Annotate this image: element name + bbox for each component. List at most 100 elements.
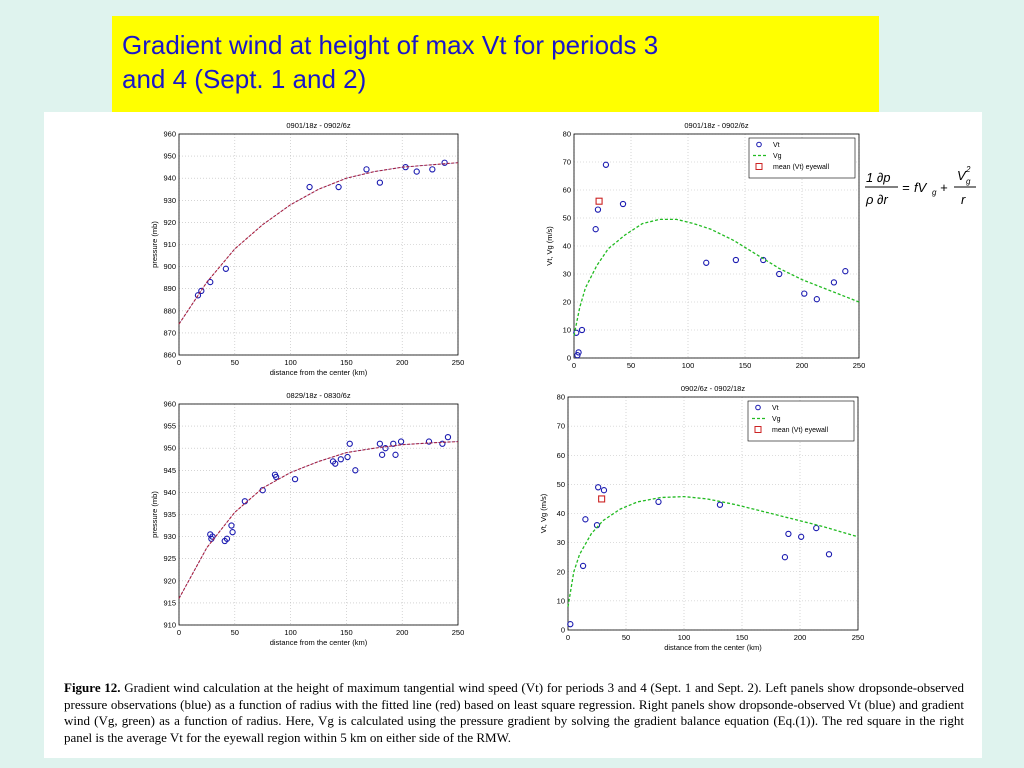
- chart2-title: 0901/18z - 0902/6z: [684, 121, 748, 130]
- chart3-xtick-label-3: 150: [340, 628, 353, 637]
- chart3-point-25: [439, 440, 446, 447]
- chart4-point-12: [825, 551, 833, 558]
- chart1-fit-line: [178, 162, 459, 325]
- chart3-ytick-label-4: 930: [163, 532, 176, 541]
- eq-r: r: [961, 192, 966, 207]
- chart2-ytick-label-7: 70: [563, 158, 571, 167]
- chart1-point-6: [363, 166, 370, 173]
- chart1-point-7: [376, 179, 384, 186]
- chart1-fit-line-shadow: [178, 162, 459, 325]
- chart4-ytick-label-7: 70: [557, 422, 565, 431]
- chart1-ytick-label-7: 930: [163, 196, 176, 205]
- chart4-xtick-label-2: 100: [678, 633, 691, 642]
- chart4-eyewall-square-0: [598, 495, 606, 503]
- chart3-point-13: [332, 460, 339, 467]
- chart3-point-15: [344, 453, 351, 461]
- chart1-ytick-label-1: 870: [163, 328, 176, 337]
- chart1-point-3: [222, 265, 230, 272]
- chart1-xtick-label-4: 200: [396, 358, 409, 367]
- chart4-xtick-label-3: 150: [736, 633, 749, 642]
- chart2-ytick-label-0: 0: [567, 354, 571, 363]
- chart1-point-2: [207, 278, 214, 286]
- chart2-xtick-label-0: 0: [572, 361, 576, 370]
- chart2-point-8: [703, 259, 710, 266]
- chart3-xlabel: distance from the center (km): [270, 638, 368, 647]
- chart3-ytick-label-8: 950: [163, 444, 176, 453]
- chart2-ytick-label-1: 10: [563, 326, 571, 335]
- chart3-ytick-label-6: 940: [163, 488, 176, 497]
- caption-text: Gradient wind calculation at the height …: [64, 680, 965, 745]
- chart4-xtick-label-1: 50: [622, 633, 630, 642]
- chart4-ytick-label-1: 10: [557, 596, 565, 605]
- chart4-point-10: [798, 533, 805, 540]
- chart1-point-1: [198, 287, 205, 295]
- chart3-point-21: [390, 440, 397, 447]
- chart1-xtick-label-0: 0: [177, 358, 181, 367]
- chart2-point-12: [801, 290, 808, 297]
- chart4-legend-marker-0: [755, 404, 761, 411]
- chart2-legend-marker-2: [755, 163, 763, 170]
- chart1-point-10: [429, 166, 436, 173]
- chart2-point-3: [574, 352, 581, 359]
- eq-v2: V: [957, 168, 967, 183]
- chart2-point-14: [830, 279, 838, 286]
- chart2-legend-label-1: Vg: [773, 153, 782, 160]
- slide-title-line-2: and 4 (Sept. 1 and 2): [122, 64, 367, 94]
- chart2-ytick-label-3: 30: [563, 270, 571, 279]
- eq-equals: =: [902, 180, 910, 195]
- chart3-fit-line-shadow: [178, 441, 459, 599]
- chart4-xtick-label-5: 250: [852, 633, 865, 642]
- chart4-title: 0902/6z - 0902/18z: [681, 384, 745, 393]
- chart3-point-26: [444, 433, 452, 441]
- chart4-point-8: [781, 554, 789, 561]
- chart4-legend-label-1: Vg: [772, 416, 781, 423]
- chart3-point-23: [397, 438, 405, 445]
- chart2-legend-label-2: mean (Vt) eyewall: [773, 164, 829, 171]
- slide-title-box: Gradient wind at height of max Vt for pe…: [112, 16, 879, 112]
- chart2-eyewall-square-0: [595, 197, 603, 205]
- chart3-ytick-label-10: 960: [163, 400, 176, 409]
- chart2-point-9: [732, 256, 740, 264]
- eq-fv: fV: [914, 180, 928, 195]
- chart2-xtick-label-1: 50: [627, 361, 635, 370]
- chart4-ytick-label-5: 50: [557, 480, 565, 489]
- chart3-xtick-label-5: 250: [452, 628, 465, 637]
- chart3-point-10: [272, 473, 280, 481]
- chart4-ytick-label-8: 80: [557, 393, 565, 402]
- chart2-ytick-label-5: 50: [563, 214, 571, 223]
- chart3-ytick-label-2: 920: [163, 576, 176, 585]
- chart1-ylabel: pressure (mb): [150, 221, 159, 268]
- chart3-point-11: [291, 475, 299, 483]
- chart1-xtick-label-5: 250: [452, 358, 465, 367]
- figure-caption: Figure 12. Gradient wind calculation at …: [64, 680, 964, 746]
- chart2-frame: [573, 133, 860, 359]
- chart3-frame: [178, 403, 459, 626]
- chart2-point-15: [842, 268, 849, 275]
- chart2-ytick-label-4: 40: [563, 242, 571, 251]
- chart1-ytick-label-3: 890: [163, 284, 176, 293]
- chart2-ytick-label-6: 60: [563, 186, 571, 195]
- chart4-legend-box: [747, 400, 855, 442]
- chart2-vg-line: [573, 218, 860, 336]
- chart3-ytick-label-0: 910: [163, 621, 176, 630]
- chart4-point-2: [582, 516, 589, 523]
- chart3-point-4: [223, 535, 231, 542]
- chart1-xtick-label-3: 150: [340, 358, 353, 367]
- chart1-frame: [178, 133, 459, 356]
- chart3-xtick-label-1: 50: [231, 628, 239, 637]
- chart3-point-18: [376, 440, 384, 447]
- chart3-point-14: [337, 456, 344, 463]
- chart2-point-13: [813, 296, 820, 303]
- chart3-fit-line: [178, 441, 459, 599]
- chart4-point-4: [595, 484, 602, 491]
- chart4-point-0: [567, 621, 574, 628]
- chart1-ytick-label-5: 910: [163, 240, 176, 249]
- chart3-point-17: [352, 467, 359, 474]
- chart3-point-2: [209, 533, 216, 540]
- chart2-point-2: [578, 326, 586, 334]
- chart3-point-20: [382, 445, 389, 452]
- chart1-ytick-label-2: 880: [163, 306, 176, 315]
- chart3-point-6: [229, 529, 236, 536]
- chart4-point-1: [579, 562, 587, 570]
- chart3-ytick-label-3: 925: [163, 554, 176, 563]
